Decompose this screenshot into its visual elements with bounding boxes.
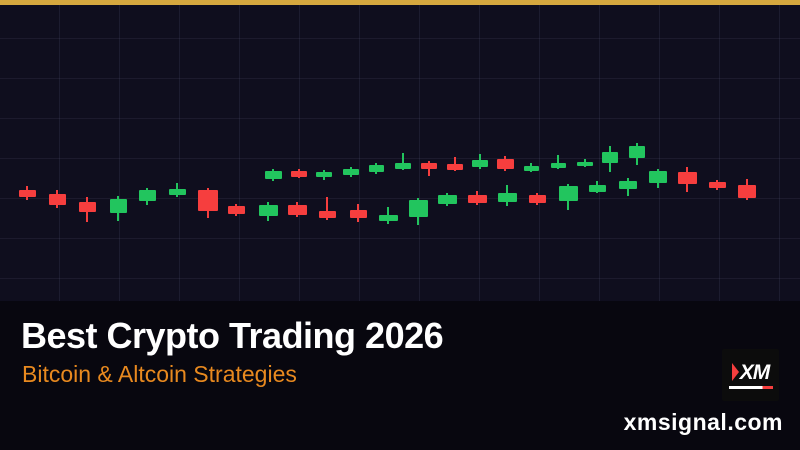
candle-body <box>738 185 756 198</box>
candle-body <box>523 166 539 171</box>
candle-body <box>496 159 514 169</box>
subtitle: Bitcoin & Altcoin Strategies <box>22 361 297 387</box>
candle-wick <box>402 153 404 170</box>
candle-body <box>528 195 546 203</box>
candle-body <box>349 210 367 218</box>
candle-body <box>619 181 637 189</box>
candle-body <box>109 199 127 213</box>
xm-logo-row: XM <box>731 360 770 384</box>
candle-body <box>677 172 697 184</box>
candle-wick <box>326 197 328 220</box>
candle-body <box>629 146 645 158</box>
candle-body <box>649 171 667 183</box>
candle-body <box>48 194 66 205</box>
candle-body <box>264 171 282 179</box>
candle-body <box>558 186 578 201</box>
candle-body <box>287 205 307 215</box>
candle-body <box>472 160 488 167</box>
play-triangle-icon <box>731 363 739 381</box>
logo-text: XM <box>739 360 770 384</box>
candle-body <box>227 206 245 214</box>
chart-grid <box>0 5 800 301</box>
candle-body <box>343 169 359 175</box>
candle-body <box>550 163 566 168</box>
candle-body <box>408 200 428 217</box>
candle-body <box>467 195 487 203</box>
footer-band: Best Crypto Trading 2026 Bitcoin & Altco… <box>0 301 800 450</box>
logo-underline <box>728 385 773 389</box>
candle-body <box>168 189 186 195</box>
candle-wick <box>557 155 559 169</box>
candle-body <box>291 171 307 177</box>
candle-body <box>138 190 156 201</box>
candle-body <box>18 190 36 197</box>
candle-body <box>258 205 278 216</box>
top-accent-bar <box>0 0 800 5</box>
candle-body <box>395 163 411 169</box>
candlestick-chart <box>18 143 756 225</box>
candle-body <box>577 162 593 166</box>
candle-body <box>378 215 398 221</box>
candle-body <box>437 195 457 204</box>
candle-body <box>602 152 618 163</box>
candle-body <box>421 163 437 169</box>
candle-body <box>318 211 336 218</box>
candle-body <box>198 190 218 211</box>
xm-logo: XM <box>722 349 779 401</box>
candle-body <box>447 164 463 170</box>
page-title: Best Crypto Trading 2026 <box>21 315 444 356</box>
candle-body <box>368 165 384 172</box>
website-url: xmsignal.com <box>623 409 783 435</box>
candle-body <box>316 172 332 177</box>
candle-body <box>708 182 726 188</box>
candle-body <box>588 185 606 192</box>
candle-body <box>78 202 96 212</box>
candle-body <box>497 193 517 202</box>
